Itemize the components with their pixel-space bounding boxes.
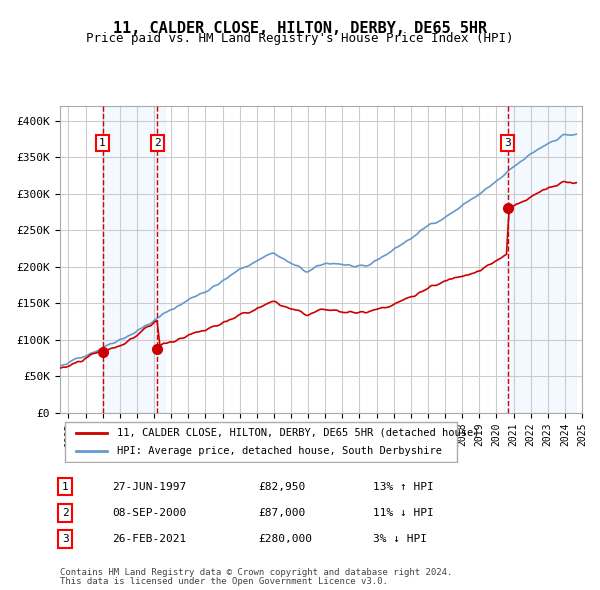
Text: 27-JUN-1997: 27-JUN-1997	[112, 481, 187, 491]
Text: HPI: Average price, detached house, South Derbyshire: HPI: Average price, detached house, Sout…	[118, 446, 442, 456]
Text: 26-FEB-2021: 26-FEB-2021	[112, 534, 187, 544]
Text: Price paid vs. HM Land Registry's House Price Index (HPI): Price paid vs. HM Land Registry's House …	[86, 32, 514, 45]
Text: 1: 1	[99, 138, 106, 148]
Text: 11, CALDER CLOSE, HILTON, DERBY, DE65 5HR: 11, CALDER CLOSE, HILTON, DERBY, DE65 5H…	[113, 21, 487, 35]
Text: 3% ↓ HPI: 3% ↓ HPI	[373, 534, 427, 544]
Text: 08-SEP-2000: 08-SEP-2000	[112, 508, 187, 518]
Bar	[101, 106, 166, 413]
Text: This data is licensed under the Open Government Licence v3.0.: This data is licensed under the Open Gov…	[60, 577, 388, 586]
FancyBboxPatch shape	[65, 421, 457, 463]
Text: £82,950: £82,950	[259, 481, 305, 491]
Text: £280,000: £280,000	[259, 534, 313, 544]
Text: 3: 3	[62, 534, 68, 544]
Text: 1: 1	[62, 481, 68, 491]
Bar	[503, 106, 576, 413]
Text: 11% ↓ HPI: 11% ↓ HPI	[373, 508, 434, 518]
Text: 3: 3	[505, 138, 511, 148]
Text: 11, CALDER CLOSE, HILTON, DERBY, DE65 5HR (detached house): 11, CALDER CLOSE, HILTON, DERBY, DE65 5H…	[118, 428, 480, 438]
Text: 2: 2	[62, 508, 68, 518]
Text: £87,000: £87,000	[259, 508, 305, 518]
Text: 2: 2	[154, 138, 161, 148]
Text: 13% ↑ HPI: 13% ↑ HPI	[373, 481, 434, 491]
Text: Contains HM Land Registry data © Crown copyright and database right 2024.: Contains HM Land Registry data © Crown c…	[60, 568, 452, 577]
